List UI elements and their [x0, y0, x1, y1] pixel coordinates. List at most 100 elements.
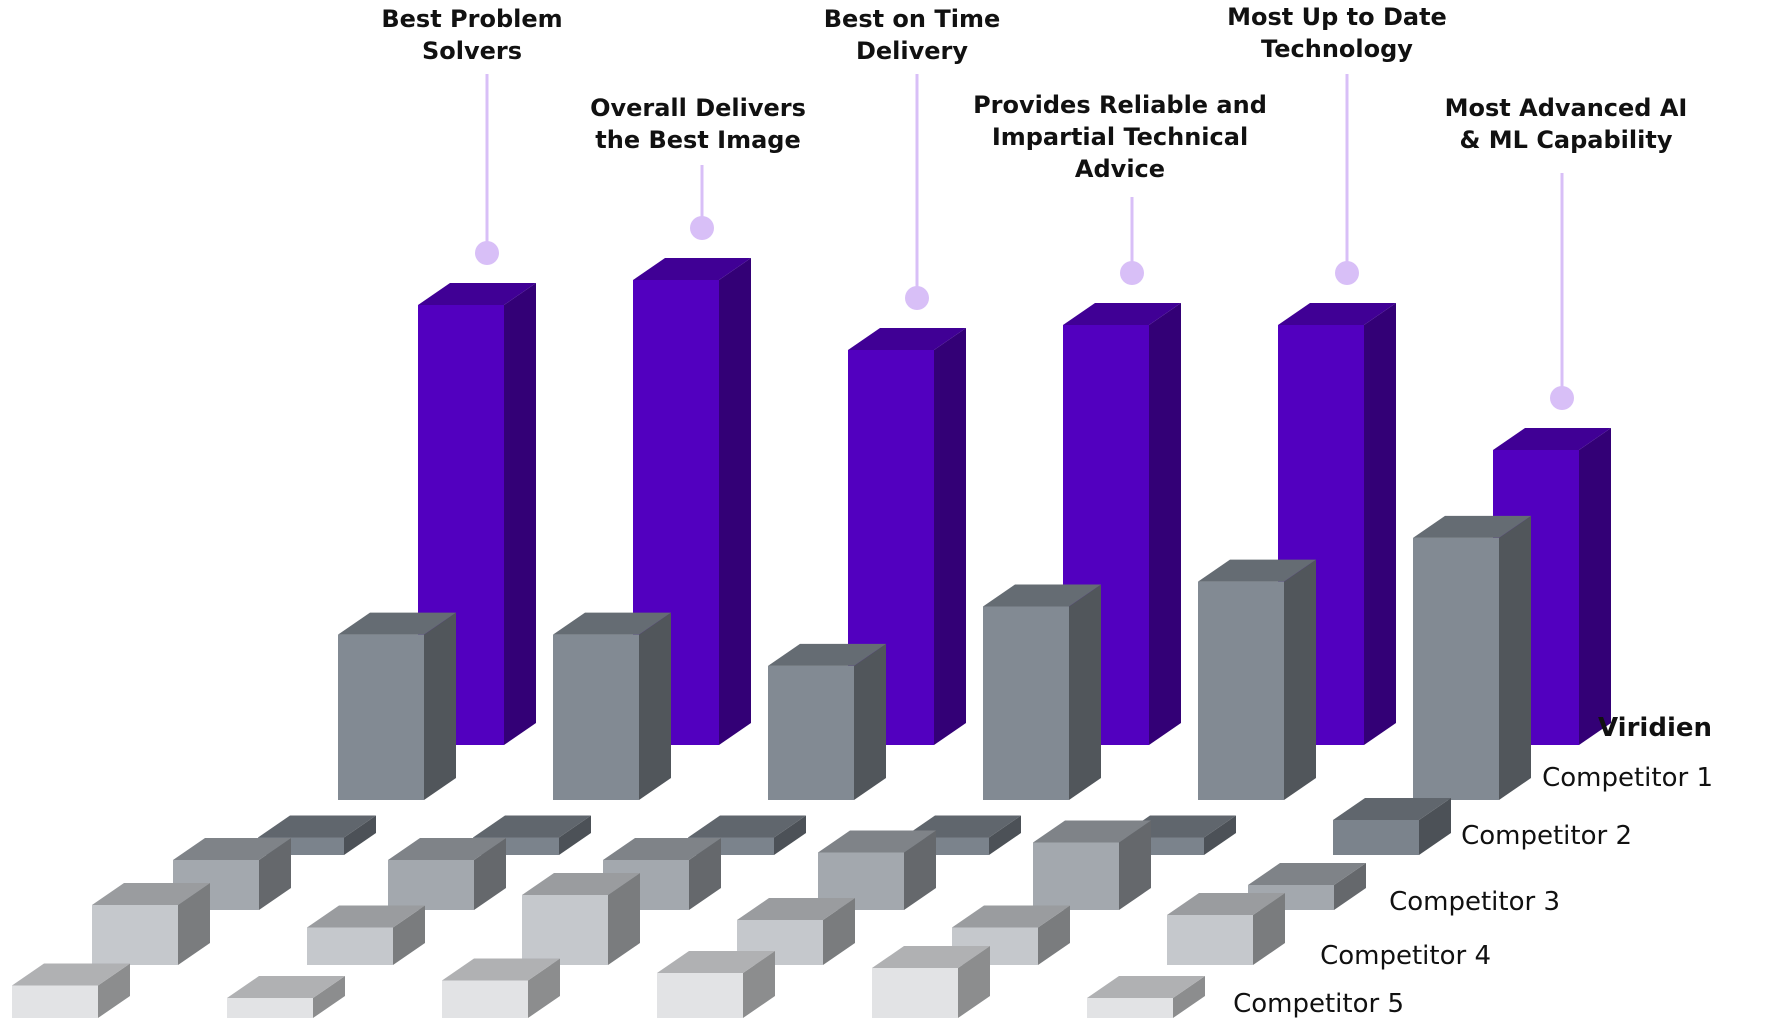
bar — [227, 976, 345, 1018]
series-label: Viridien — [1598, 713, 1712, 743]
callout-dot — [905, 286, 929, 310]
category-label: Best on Time Delivery — [824, 5, 1001, 65]
bar-front — [442, 980, 528, 1018]
bar-top — [258, 815, 376, 838]
bar — [952, 905, 1070, 965]
category-label-line: Overall Delivers — [590, 94, 806, 122]
bar — [12, 963, 130, 1018]
bar-front — [983, 606, 1069, 800]
bar-top — [388, 838, 506, 860]
category-label-line: Impartial Technical — [992, 123, 1248, 151]
bar-side — [259, 838, 291, 910]
bar — [1087, 976, 1205, 1018]
category-label: Most Advanced AI & ML Capability — [1445, 94, 1688, 154]
bar — [768, 643, 886, 800]
bar-top — [657, 951, 775, 973]
bar-side — [424, 612, 456, 800]
bar — [92, 883, 210, 965]
category-label-line: Best on Time — [824, 5, 1001, 33]
bar-front — [1033, 842, 1119, 910]
bar-side — [504, 283, 536, 745]
bar — [307, 905, 425, 965]
series-competitor-2 — [258, 798, 1451, 855]
bar — [1333, 798, 1451, 855]
bar-side — [854, 643, 886, 800]
category-label-line: Delivery — [856, 37, 968, 65]
bar-top — [338, 612, 456, 635]
category-label: Most Up to Date Technology — [1227, 3, 1447, 63]
bar-side — [474, 838, 506, 910]
bar-side — [1499, 515, 1531, 800]
bar-top — [1167, 893, 1285, 915]
bar-side — [1253, 893, 1285, 965]
bar-front — [227, 998, 313, 1018]
bar-top — [1063, 303, 1181, 325]
bar-top — [442, 958, 560, 981]
bar-top — [768, 643, 886, 666]
bar-side — [1284, 559, 1316, 800]
bar-front — [12, 985, 98, 1018]
bar-side — [1069, 584, 1101, 800]
category-label-line: Advice — [1075, 155, 1165, 183]
bar-side — [98, 963, 130, 1018]
series-competitor-4 — [92, 873, 1285, 965]
bar-front — [522, 895, 608, 965]
bar-top — [737, 898, 855, 920]
bar — [522, 873, 640, 965]
bar-side — [608, 873, 640, 965]
bar-side — [1579, 428, 1611, 745]
bar-side — [958, 946, 990, 1018]
bar-top — [227, 976, 345, 998]
bar — [1033, 820, 1151, 910]
bar-top — [173, 838, 291, 860]
bar-front — [388, 860, 474, 910]
bar-top — [983, 584, 1101, 607]
bar-top — [603, 838, 721, 860]
bar-top — [818, 830, 936, 853]
bar-top — [848, 328, 966, 350]
bar-front — [1333, 820, 1419, 855]
bar-side — [689, 838, 721, 910]
bar-top — [1493, 428, 1611, 450]
bar-side — [743, 951, 775, 1018]
bar-front — [818, 852, 904, 910]
bar-top — [92, 883, 210, 905]
bar-top — [418, 283, 536, 305]
series-competitor-1 — [338, 515, 1531, 800]
category-label-line: Most Advanced AI — [1445, 94, 1688, 122]
bar-top — [307, 905, 425, 928]
bar-top — [688, 815, 806, 838]
bar-side — [528, 958, 560, 1018]
category-label: Best Problem Solvers — [381, 5, 562, 65]
category-label-line: the Best Image — [595, 126, 800, 154]
bar-side — [904, 830, 936, 910]
bar-front — [1087, 998, 1173, 1018]
series-label: Competitor 4 — [1320, 941, 1491, 971]
bar-top — [633, 258, 751, 280]
bar — [1278, 74, 1396, 745]
bar — [442, 958, 560, 1018]
bar-side — [1334, 863, 1366, 910]
bar-side — [934, 328, 966, 745]
callout-dot — [1120, 261, 1144, 285]
series-label: Competitor 1 — [1542, 763, 1713, 793]
bar-front — [338, 634, 424, 800]
bar-top — [1248, 863, 1366, 885]
category-label-line: Best Problem — [381, 5, 562, 33]
bar-side — [1038, 905, 1070, 965]
bar-side — [1204, 815, 1236, 855]
bar-front — [872, 968, 958, 1018]
callout-dot — [690, 216, 714, 240]
bar-side — [1149, 303, 1181, 745]
series-label: Competitor 5 — [1233, 989, 1404, 1019]
bar — [818, 830, 936, 910]
bar-side — [1119, 820, 1151, 910]
bar-side — [1419, 798, 1451, 855]
bar-front — [92, 905, 178, 965]
bar-side — [559, 815, 591, 855]
bar-side — [393, 905, 425, 965]
bar-side — [989, 815, 1021, 855]
bar — [388, 838, 506, 910]
bar-side — [178, 883, 210, 965]
bar — [872, 946, 990, 1018]
